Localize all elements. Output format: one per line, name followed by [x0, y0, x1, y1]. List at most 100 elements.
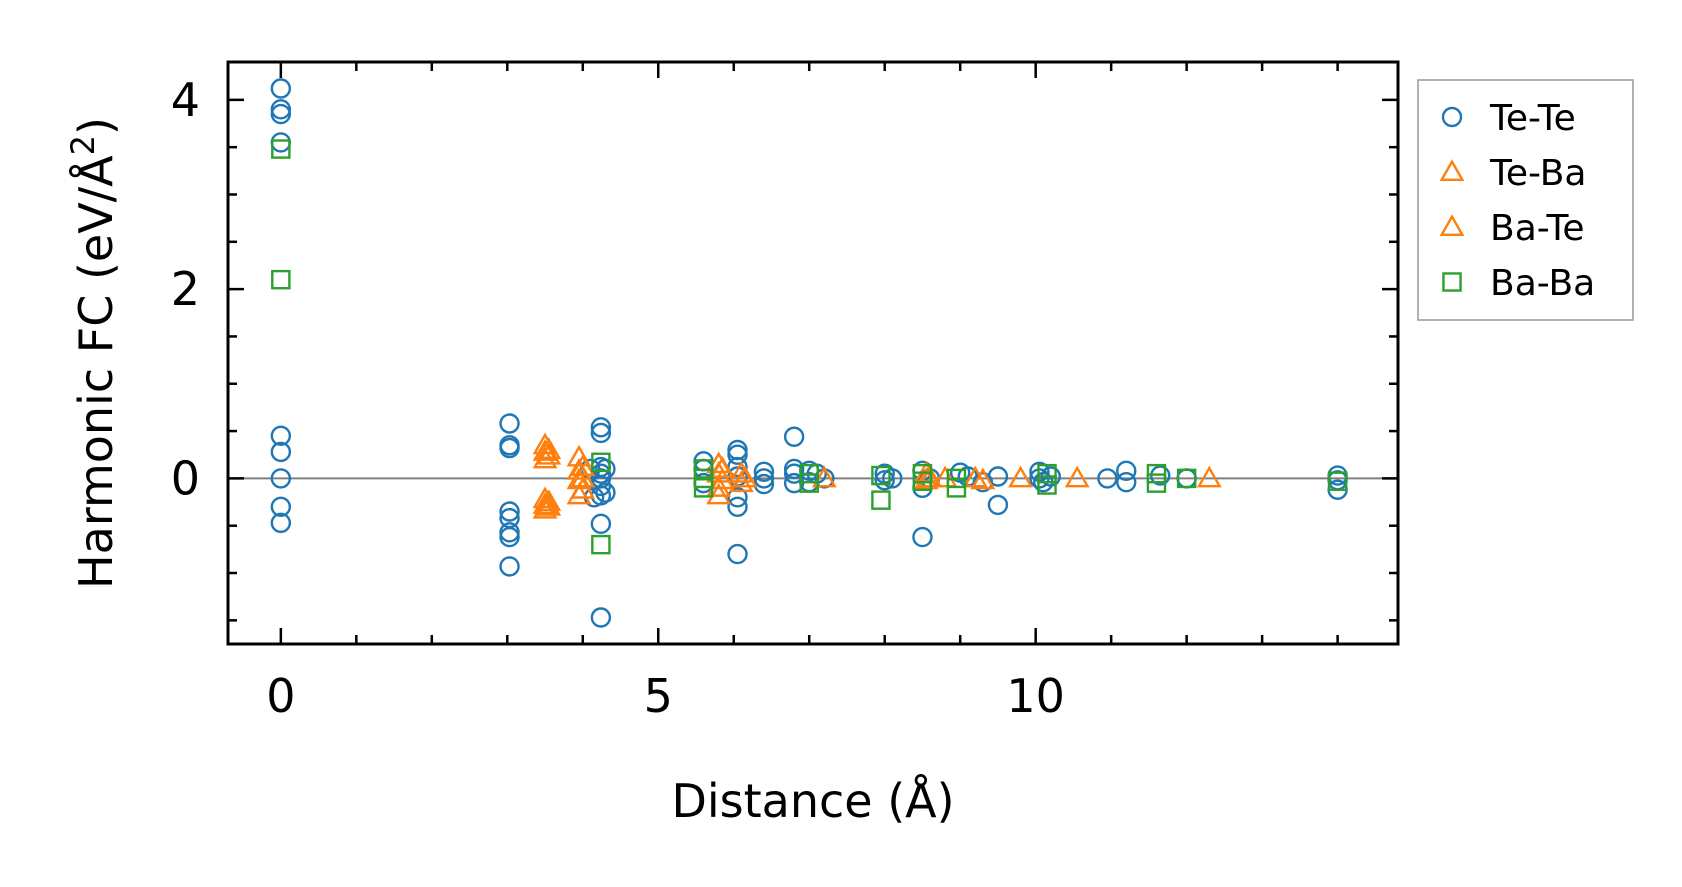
- data-point-ba-te: [570, 465, 596, 488]
- data-point-te-te: [270, 512, 292, 534]
- data-point-te-te: [270, 78, 292, 99]
- x-tick-label: 10: [1006, 669, 1065, 723]
- series-ba-ba: [271, 139, 1348, 555]
- data-point-te-te: [753, 468, 775, 489]
- legend-label-ba-ba: Ba-Ba: [1490, 263, 1595, 304]
- plot-area-frame: [226, 60, 1400, 646]
- data-point-te-te: [590, 607, 612, 628]
- data-point-te-te: [270, 132, 292, 153]
- legend-marker-te-ba: [1439, 159, 1465, 181]
- data-point-te-ba: [532, 439, 558, 461]
- data-point-ba-ba: [1176, 468, 1197, 489]
- data-point-te-te: [499, 437, 520, 459]
- y-axis-title-superscript: 2: [64, 135, 102, 155]
- tick-labels-layer: 0 5 10 0 2 4: [171, 73, 1065, 723]
- data-point-ba-ba: [271, 269, 291, 290]
- y-tick-label: 2: [171, 262, 200, 316]
- data-point-te-te: [270, 468, 292, 489]
- data-point-te-te: [590, 422, 612, 444]
- data-point-te-te: [270, 441, 292, 463]
- data-point-te-te: [727, 444, 748, 465]
- data-point-ba-ba: [912, 471, 933, 491]
- data-point-te-te: [753, 461, 775, 482]
- data-point-ba-ba: [871, 465, 891, 486]
- data-point-ba-te: [536, 442, 562, 465]
- data-point-te-te: [727, 487, 748, 508]
- data-point-ba-te: [732, 465, 758, 488]
- x-tick-label: 5: [644, 669, 673, 723]
- x-axis-title: Distance (Å): [671, 774, 954, 828]
- data-point-ba-ba: [1037, 463, 1057, 484]
- data-point-te-te: [499, 413, 520, 434]
- data-point-te-ba: [932, 465, 958, 488]
- data-point-ba-ba: [693, 478, 714, 498]
- data-point-te-ba: [706, 482, 732, 505]
- y-tick-label: 0: [171, 451, 200, 505]
- legend-marker-ba-ba: [1442, 272, 1462, 292]
- data-point-ba-ba: [1327, 471, 1348, 491]
- data-point-te-ba: [962, 465, 988, 488]
- data-point-ba-ba: [591, 534, 611, 555]
- legend-marker-te-te: [1441, 106, 1463, 128]
- legend-entry-ba-ba: Ba-Ba: [1442, 263, 1595, 304]
- data-point-te-te: [987, 494, 1009, 516]
- y-axis-title-close: ): [69, 117, 123, 135]
- data-point-te-te: [1116, 460, 1137, 482]
- data-point-ba-ba: [799, 473, 819, 493]
- data-point-ba-te: [570, 454, 596, 476]
- legend: Te-Te Te-Ba Ba-Te Ba-Ba: [1417, 79, 1634, 321]
- data-point-ba-te: [570, 476, 596, 499]
- data-point-te-ba: [1064, 465, 1090, 488]
- data-point-ba-ba: [271, 139, 291, 159]
- legend-label-ba-te: Ba-Te: [1490, 208, 1584, 249]
- data-point-te-te: [590, 513, 612, 535]
- data-point-te-te: [595, 482, 616, 503]
- legend-entry-te-ba: Te-Ba: [1439, 153, 1587, 194]
- data-point-te-te: [783, 426, 805, 447]
- data-point-te-te: [912, 526, 933, 548]
- data-point-te-te: [727, 496, 748, 517]
- data-point-te-te: [987, 466, 1009, 487]
- data-point-ba-ba: [1146, 473, 1167, 493]
- data-point-ba-ba: [946, 478, 967, 498]
- legend-entry-ba-te: Ba-Te: [1439, 208, 1584, 249]
- legend-marker-ba-te: [1439, 214, 1465, 236]
- data-point-te-te: [499, 556, 520, 577]
- data-point-ba-te: [536, 494, 562, 516]
- data-point-te-te: [1116, 471, 1137, 493]
- data-point-te-te: [874, 470, 895, 491]
- data-point-te-te: [270, 103, 292, 125]
- data-point-te-te: [499, 526, 520, 548]
- data-point-ba-te: [970, 467, 996, 490]
- data-point-te-te: [727, 543, 748, 565]
- data-point-te-te: [270, 425, 292, 447]
- data-point-te-ba: [1196, 465, 1222, 488]
- data-point-ba-ba: [871, 490, 891, 510]
- data-point-te-te: [590, 417, 612, 438]
- data-point-ba-ba: [591, 452, 611, 473]
- data-point-te-te: [1097, 468, 1118, 489]
- y-axis-title: Harmonic FC (eV/Å2): [64, 117, 123, 589]
- data-point-ba-te: [536, 437, 562, 459]
- legend-label-te-ba: Te-Ba: [1489, 153, 1587, 194]
- x-tick-label: 0: [266, 669, 295, 723]
- y-axis-title-main: Harmonic FC (eV/Å: [69, 155, 123, 589]
- data-point-ba-te: [710, 467, 735, 490]
- data-point-ba-ba: [1037, 475, 1057, 495]
- series-te-te: [270, 78, 1348, 628]
- legend-entry-te-te: Te-Te: [1441, 98, 1576, 139]
- data-point-te-ba: [811, 465, 837, 488]
- data-point-te-ba: [1008, 465, 1033, 488]
- legend-entries: Te-Te Te-Ba Ba-Te Ba-Ba: [1439, 98, 1595, 304]
- legend-box: [1417, 79, 1634, 321]
- data-point-te-te: [270, 496, 292, 517]
- data-point-te-te: [882, 468, 903, 489]
- ticks-layer: [228, 62, 1398, 644]
- data-point-ba-te: [710, 456, 735, 478]
- data-points-layer: [270, 78, 1348, 628]
- data-point-ba-te: [536, 489, 562, 512]
- legend-label-te-te: Te-Te: [1489, 98, 1576, 139]
- y-tick-label: 4: [171, 73, 200, 127]
